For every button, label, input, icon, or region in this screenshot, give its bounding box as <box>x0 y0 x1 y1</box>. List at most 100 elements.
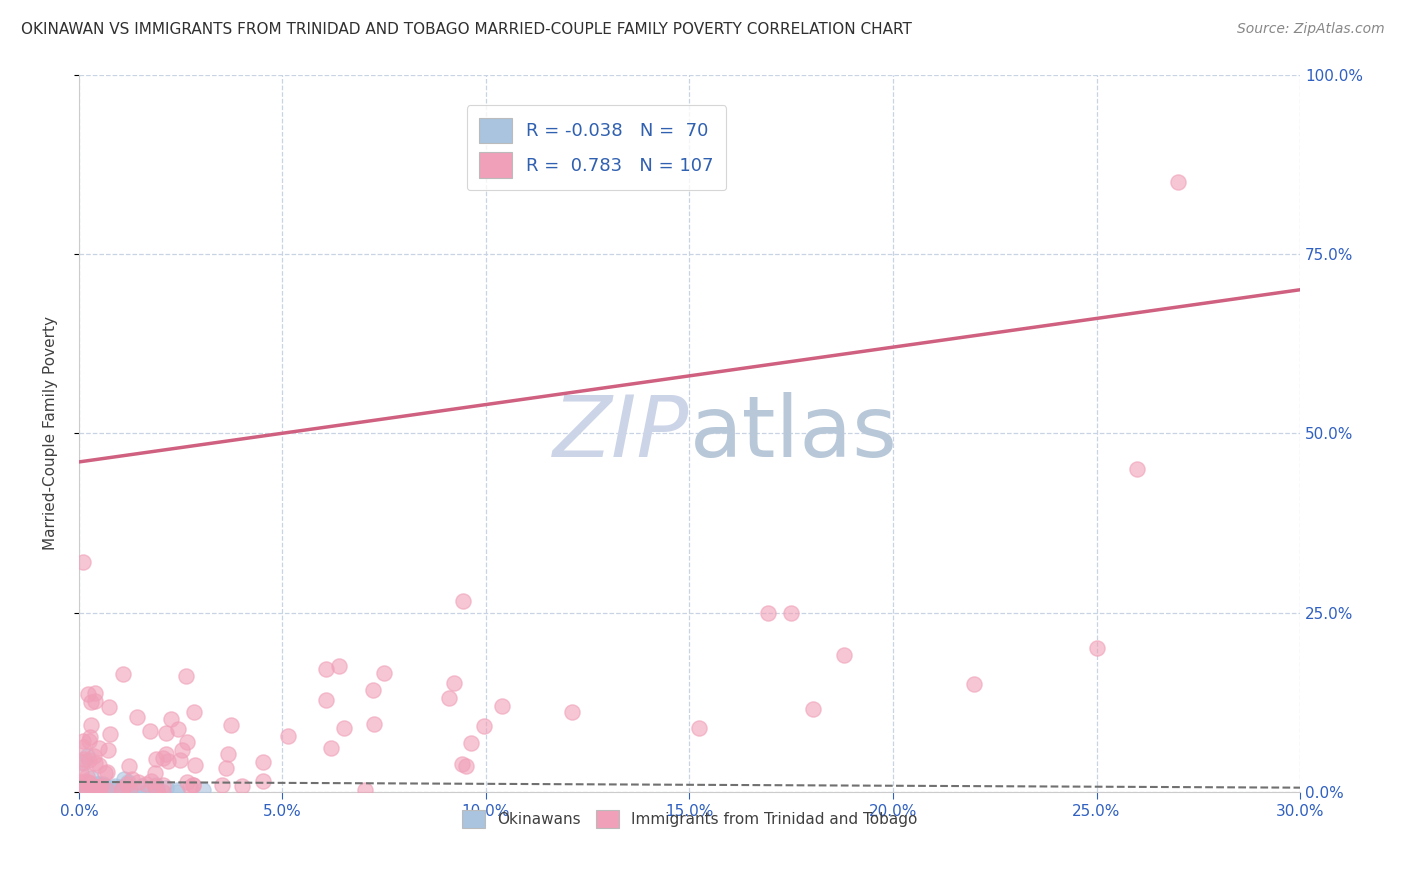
Point <box>169 754 191 768</box>
Point <box>141 774 163 789</box>
Point <box>321 740 343 755</box>
Point <box>145 778 167 792</box>
Point <box>155 747 177 762</box>
Point <box>90 780 112 795</box>
Point <box>97 782 120 797</box>
Point <box>1167 175 1189 189</box>
Point <box>315 662 337 676</box>
Point <box>89 781 111 796</box>
Point <box>155 726 177 740</box>
Point <box>83 785 105 799</box>
Point <box>93 779 115 793</box>
Legend: Okinawans, Immigrants from Trinidad and Tobago: Okinawans, Immigrants from Trinidad and … <box>456 804 924 835</box>
Point <box>83 781 105 796</box>
Point <box>70 784 93 798</box>
Point <box>146 784 169 798</box>
Point <box>72 739 94 754</box>
Point <box>117 775 139 789</box>
Point <box>160 712 183 726</box>
Point <box>96 783 118 797</box>
Point <box>87 784 110 798</box>
Point <box>94 765 117 780</box>
Point <box>328 659 350 673</box>
Point <box>756 606 779 620</box>
Point <box>183 758 205 772</box>
Point <box>451 594 474 608</box>
Point <box>77 753 100 767</box>
Point <box>72 734 94 748</box>
Point <box>145 782 167 797</box>
Point <box>832 648 855 663</box>
Point <box>112 785 135 799</box>
Point <box>183 705 205 719</box>
Point <box>146 781 169 796</box>
Point <box>100 784 122 798</box>
Point <box>125 710 148 724</box>
Point <box>115 777 138 791</box>
Point <box>252 755 274 769</box>
Point <box>454 759 477 773</box>
Point <box>363 682 385 697</box>
Point <box>146 784 169 798</box>
Point <box>91 781 114 796</box>
Point <box>118 759 141 773</box>
Text: ZIP: ZIP <box>553 392 689 475</box>
Point <box>231 779 253 793</box>
Point <box>174 669 197 683</box>
Point <box>561 706 583 720</box>
Point <box>98 726 121 740</box>
Point <box>451 757 474 772</box>
Point <box>77 783 100 797</box>
Point <box>79 776 101 790</box>
Point <box>143 779 166 793</box>
Point <box>277 729 299 743</box>
Point <box>145 766 167 780</box>
Point <box>72 782 94 797</box>
Point <box>89 741 111 756</box>
Point <box>82 780 104 794</box>
Point <box>112 666 135 681</box>
Point <box>79 782 101 797</box>
Point <box>69 780 91 795</box>
Point <box>70 756 93 770</box>
Point <box>80 780 103 794</box>
Point <box>181 778 204 792</box>
Point <box>76 749 98 764</box>
Point <box>443 676 465 690</box>
Point <box>75 773 97 788</box>
Point <box>90 784 112 798</box>
Point <box>72 555 94 569</box>
Point <box>76 783 98 797</box>
Point <box>217 747 239 761</box>
Point <box>219 718 242 732</box>
Text: OKINAWAN VS IMMIGRANTS FROM TRINIDAD AND TOBAGO MARRIED-COUPLE FAMILY POVERTY CO: OKINAWAN VS IMMIGRANTS FROM TRINIDAD AND… <box>21 22 912 37</box>
Point <box>193 783 215 797</box>
Point <box>155 780 177 795</box>
Point <box>439 690 461 705</box>
Point <box>96 781 118 796</box>
Point <box>143 782 166 797</box>
Point <box>104 783 127 797</box>
Point <box>172 743 194 757</box>
Point <box>93 780 115 794</box>
Point <box>111 780 134 794</box>
Point <box>96 743 118 757</box>
Point <box>96 764 118 779</box>
Point <box>179 780 201 794</box>
Point <box>86 777 108 791</box>
Point <box>211 778 233 792</box>
Point <box>110 780 132 794</box>
Point <box>215 761 238 775</box>
Point <box>127 774 149 789</box>
Point <box>118 781 141 796</box>
Point <box>801 702 824 716</box>
Point <box>87 757 110 772</box>
Point <box>98 700 121 714</box>
Point <box>91 777 114 791</box>
Point <box>115 783 138 797</box>
Point <box>139 724 162 739</box>
Point <box>77 775 100 789</box>
Point <box>83 780 105 795</box>
Point <box>472 719 495 733</box>
Point <box>176 775 198 789</box>
